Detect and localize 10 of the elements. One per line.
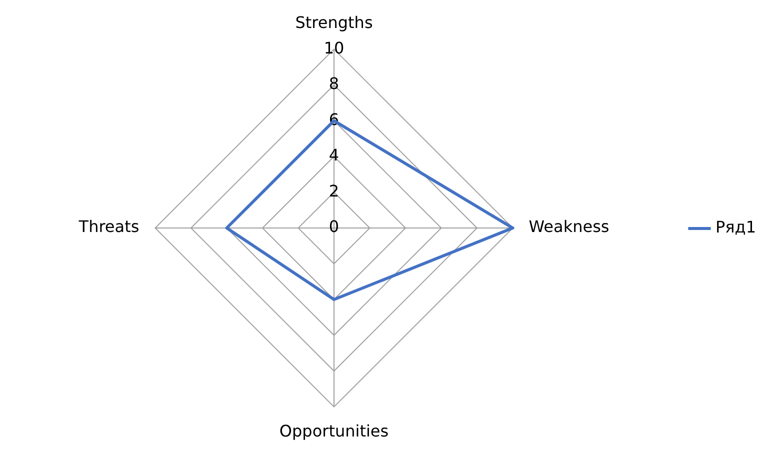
y-tick-label: 0: [328, 217, 340, 236]
spoke-label: Opportunities: [279, 422, 389, 441]
y-tick-label: 8: [328, 74, 340, 94]
spoke-label: Weakness: [528, 217, 610, 236]
y-tick-label: 10: [324, 38, 344, 58]
y-tick-label: 2: [328, 181, 340, 200]
legend-label: Ряд1: [715, 218, 756, 237]
spoke-label: Threats: [78, 217, 140, 236]
spoke-label: Strengths: [295, 12, 373, 32]
y-tick-label: 4: [328, 146, 340, 165]
